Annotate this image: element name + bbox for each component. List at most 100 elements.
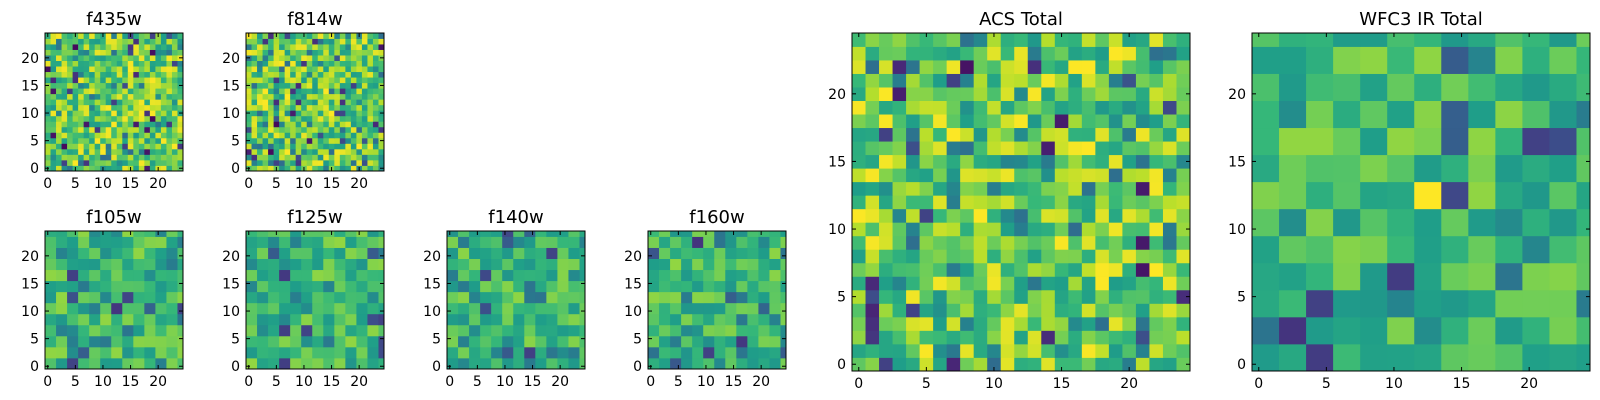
heatmap-cell	[177, 291, 184, 304]
heatmap-cell	[317, 77, 324, 84]
heatmap-cell	[879, 168, 893, 183]
heatmap-cell	[144, 247, 156, 259]
heatmap-cell	[378, 247, 385, 259]
heatmap-cell	[334, 280, 346, 293]
heatmap-cell	[177, 143, 184, 150]
heatmap-cell	[284, 132, 291, 139]
heatmap-cell	[350, 33, 357, 39]
heatmap-cell	[747, 236, 759, 248]
heatmap-cell	[1279, 154, 1307, 183]
heatmap-cell	[50, 126, 57, 133]
heatmap-cell	[144, 99, 151, 106]
heatmap-cell	[367, 258, 379, 271]
heatmap-cell	[89, 143, 96, 150]
heatmap-cell	[670, 357, 682, 370]
heatmap-cell	[1468, 262, 1496, 291]
heatmap-cell	[1522, 127, 1550, 156]
heatmap-cell	[692, 236, 704, 248]
heatmap-cell	[45, 335, 57, 348]
heatmap-cell	[61, 159, 68, 166]
heatmap-cell	[960, 316, 975, 331]
heatmap-cell	[1162, 114, 1177, 129]
heatmap-cell	[345, 126, 352, 133]
heatmap-cell	[557, 231, 569, 237]
heatmap-cell	[960, 343, 975, 358]
heatmap-cell	[279, 55, 286, 61]
heatmap-cell	[361, 55, 368, 61]
heatmap-cell	[973, 343, 988, 358]
heatmap-cell	[67, 93, 73, 100]
heatmap-cell	[334, 346, 346, 359]
heatmap-cell	[312, 115, 319, 122]
heatmap-cell	[83, 110, 90, 117]
heatmap-cell	[339, 165, 346, 172]
heatmap-cell	[279, 44, 286, 50]
heatmap-cell	[1068, 195, 1083, 210]
heatmap-cell	[290, 148, 297, 155]
heatmap-cell	[111, 154, 118, 161]
y-tick-label: 20	[1228, 87, 1246, 103]
heatmap-cell	[268, 126, 274, 133]
heatmap-cell	[378, 132, 385, 139]
heatmap-cell	[290, 77, 297, 84]
heatmap-cell	[61, 38, 68, 45]
heatmap-cell	[1000, 60, 1015, 74]
heatmap-cell	[295, 82, 302, 89]
heatmap-cell	[1414, 73, 1442, 101]
heatmap-cell	[323, 137, 330, 144]
heatmap-cell	[1068, 73, 1083, 88]
heatmap-cell	[306, 71, 313, 78]
heatmap-cells	[447, 231, 586, 370]
heatmap-cell	[273, 88, 280, 95]
heatmap-cell	[725, 313, 737, 326]
heatmap-cell	[127, 77, 134, 84]
heatmap-cell	[535, 357, 547, 370]
heatmap-cell	[1122, 330, 1137, 345]
heatmap-cell	[160, 110, 167, 117]
heatmap-cell	[273, 60, 280, 67]
heatmap-cell	[350, 71, 357, 78]
heatmap-cell	[105, 44, 112, 50]
heatmap-cell	[317, 159, 324, 166]
heatmap-cell	[1027, 114, 1042, 129]
heatmap-cell	[1333, 208, 1361, 237]
heatmap-cell	[122, 302, 134, 315]
heatmap-cell	[1095, 195, 1110, 210]
heatmap-cell	[714, 346, 726, 359]
heatmap-cell	[1000, 289, 1015, 304]
heatmap-cell	[372, 49, 379, 56]
heatmap-cell	[166, 154, 173, 161]
heatmap-cell	[166, 302, 178, 315]
heatmap-cell	[251, 110, 258, 117]
heatmap-cell	[251, 38, 258, 45]
heatmap-cell	[1000, 87, 1015, 101]
y-tick-label: 5	[231, 332, 240, 348]
heatmap-cell	[177, 121, 184, 128]
heatmap-cell	[1149, 303, 1164, 318]
heatmap-cell	[356, 110, 363, 117]
heatmap-cell	[933, 357, 948, 372]
heatmap-cell	[279, 346, 291, 359]
heatmap-cell	[111, 115, 118, 122]
heatmap-cell	[1162, 87, 1177, 101]
heatmap-cell	[879, 87, 893, 101]
heatmap-cell	[1576, 289, 1591, 318]
heatmap-cell	[1095, 100, 1110, 115]
heatmap-cell	[257, 38, 263, 45]
heatmap-cell	[1068, 303, 1083, 318]
heatmap-cell	[72, 159, 79, 166]
heatmap-cell	[116, 137, 123, 144]
heatmap-cell	[747, 258, 759, 271]
heatmap-cell	[306, 38, 313, 45]
heatmap-cell	[56, 88, 62, 95]
heatmap-cell	[1095, 262, 1110, 277]
heatmap-cell	[1576, 262, 1591, 291]
heatmap-cell	[83, 165, 90, 172]
heatmap-cell	[1135, 262, 1150, 277]
heatmap-cell	[681, 291, 693, 304]
heatmap-cell	[703, 357, 715, 370]
heatmap-cell	[1041, 195, 1056, 210]
heatmap-cell	[127, 154, 134, 161]
heatmap-cell	[144, 236, 156, 248]
heatmap-cell	[89, 99, 96, 106]
